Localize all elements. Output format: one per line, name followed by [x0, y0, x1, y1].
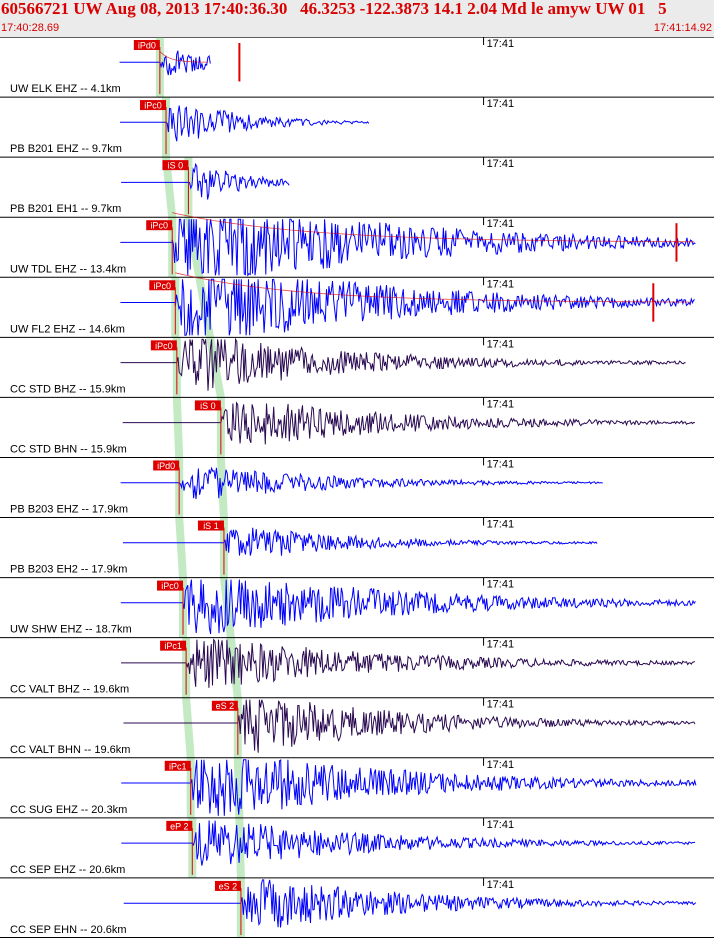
station-label: CC SEP EHZ -- 20.6km — [10, 864, 125, 876]
pick-flag[interactable] — [150, 340, 177, 351]
pick-flag[interactable] — [146, 220, 173, 231]
waveform-trace — [122, 401, 696, 445]
waveform-trace — [120, 105, 370, 142]
pick-flag[interactable] — [160, 640, 187, 651]
pick-flag[interactable] — [140, 100, 167, 111]
pick-flag[interactable] — [162, 160, 189, 171]
waveform-trace — [123, 879, 697, 928]
waveform-trace — [120, 278, 696, 336]
time-tick-label: 17:41 — [487, 98, 515, 110]
pick-label: iS 0 — [168, 161, 184, 171]
pick-label: iPc0 — [150, 221, 168, 231]
seismogram-plot: 17:41 iPd0 UW ELK EHZ -- 4.1km 17:41 iPc0 PB … — [0, 37, 714, 938]
time-tick-label: 17:41 — [487, 218, 515, 230]
pick-label: iS 1 — [203, 521, 219, 531]
window-start-time: 17:40:28.69 — [1, 22, 60, 34]
event-header: 60566721 UW Aug 08, 2013 17:40:36.30 46.… — [0, 0, 714, 38]
pick-label: iPc0 — [154, 281, 172, 291]
event-title: 60566721 UW Aug 08, 2013 17:40:36.30 46.… — [1, 0, 667, 18]
pick-flag[interactable] — [166, 820, 193, 831]
pick-flag[interactable] — [164, 760, 191, 771]
station-label: UW FL2 EHZ -- 14.6km — [10, 323, 125, 335]
pick-flag[interactable] — [157, 580, 184, 591]
waveform-trace — [120, 466, 603, 500]
window-end-time: 17:41:14.92 — [653, 22, 712, 34]
station-label: UW ELK EHZ -- 4.1km — [10, 83, 121, 95]
time-tick-label: 17:41 — [487, 759, 515, 771]
pick-label: iPc1 — [164, 641, 182, 651]
pick-flag[interactable] — [214, 880, 241, 891]
time-tick-label: 17:41 — [487, 519, 515, 531]
waveform-trace — [121, 162, 290, 200]
station-label: CC STD BHZ -- 15.9km — [10, 383, 126, 395]
decay-curve — [172, 212, 695, 243]
station-label: UW SHW EHZ -- 18.7km — [10, 624, 132, 636]
pick-label: iPc0 — [144, 101, 162, 111]
waveform-trace — [123, 699, 696, 753]
waveform-trace — [122, 527, 598, 556]
time-tick-label: 17:41 — [487, 338, 515, 350]
station-label: PB B201 EH1 -- 9.7km — [10, 203, 121, 215]
pick-label: iPd0 — [138, 41, 156, 51]
station-label: CC SUG EHZ -- 20.3km — [10, 804, 127, 816]
pick-label: eS 2 — [219, 881, 238, 891]
time-tick-label: 17:41 — [487, 879, 515, 891]
waveform-trace — [120, 337, 686, 391]
time-tick-label: 17:41 — [487, 458, 515, 470]
waveform-trace — [121, 759, 697, 816]
station-label: CC VALT BHZ -- 19.6km — [10, 684, 129, 696]
pick-flag[interactable] — [194, 400, 221, 411]
station-label: PB B203 EHZ -- 17.9km — [10, 504, 128, 516]
time-tick-label: 17:41 — [487, 699, 515, 711]
station-label: CC SEP EHN -- 20.6km — [10, 924, 127, 936]
time-tick-label: 17:41 — [487, 278, 515, 290]
time-tick-label: 17:41 — [487, 38, 515, 50]
waveform-trace — [120, 579, 696, 635]
waveform-trace — [121, 820, 696, 866]
time-tick-label: 17:41 — [487, 579, 515, 591]
pick-flag[interactable] — [133, 40, 160, 50]
time-tick-label: 17:41 — [487, 158, 515, 170]
pick-label: iPc0 — [161, 581, 179, 591]
pick-label: iS 0 — [200, 401, 216, 411]
pick-flag[interactable] — [149, 280, 176, 291]
station-label: PB B201 EHZ -- 9.7km — [10, 143, 122, 155]
waveform-trace — [119, 50, 211, 76]
time-tick-label: 17:41 — [487, 639, 515, 651]
waveform-trace — [121, 638, 696, 688]
pick-flag[interactable] — [197, 520, 224, 531]
station-label: UW TDL EHZ -- 13.4km — [10, 263, 126, 275]
pick-label: iPd0 — [157, 461, 175, 471]
station-label: CC VALT BHN -- 19.6km — [10, 744, 130, 756]
pick-label: eS 2 — [216, 701, 235, 711]
decay-curve — [159, 51, 208, 63]
waveform-trace — [120, 218, 696, 277]
time-tick-label: 17:41 — [487, 398, 515, 410]
pick-label: eP 2 — [170, 821, 188, 831]
station-label: PB B203 EH2 -- 17.9km — [10, 564, 127, 576]
station-label: CC STD BHN -- 15.9km — [10, 443, 127, 455]
pick-label: iPc0 — [155, 341, 173, 351]
pick-label: iPc1 — [169, 761, 187, 771]
decay-curve — [175, 272, 692, 303]
pick-flag[interactable] — [211, 700, 238, 711]
pick-flag[interactable] — [153, 460, 180, 471]
time-tick-label: 17:41 — [487, 819, 515, 831]
